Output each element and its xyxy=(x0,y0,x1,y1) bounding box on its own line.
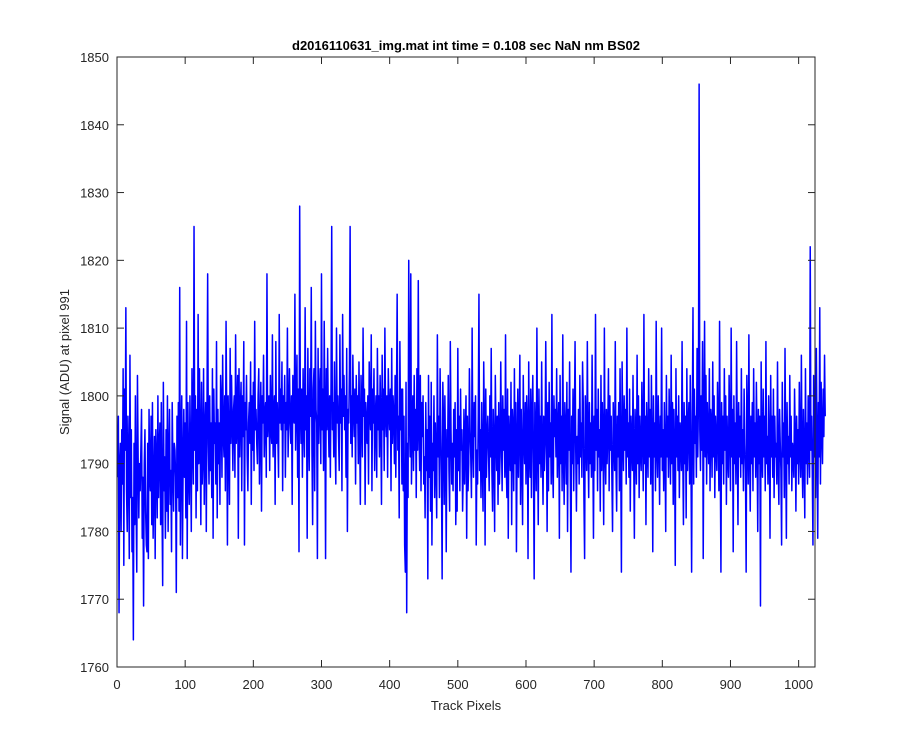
x-axis-label: Track Pixels xyxy=(431,698,502,713)
y-tick-label: 1760 xyxy=(80,660,109,675)
y-tick-label: 1790 xyxy=(80,457,109,472)
y-tick-label: 1820 xyxy=(80,253,109,268)
series-layer xyxy=(116,83,826,641)
y-tick-label: 1780 xyxy=(80,524,109,539)
tick-layer: 0 100 200 300 400 500 600 700 800 900 1000 1760 1770… xyxy=(80,50,815,692)
x-tick-label: 500 xyxy=(447,677,469,692)
series-line xyxy=(116,83,826,641)
y-tick-label: 1850 xyxy=(80,50,109,65)
x-tick-label: 600 xyxy=(515,677,537,692)
y-tick-label: 1840 xyxy=(80,118,109,133)
y-axis-label: Signal (ADU) at pixel 991 xyxy=(57,289,72,435)
x-tick-label: 100 xyxy=(174,677,196,692)
plot-area xyxy=(117,57,815,667)
x-tick-label: 0 xyxy=(113,677,120,692)
y-tick-label: 1830 xyxy=(80,186,109,201)
x-tick-label: 1000 xyxy=(784,677,813,692)
x-tick-label: 700 xyxy=(583,677,605,692)
x-tick-label: 200 xyxy=(242,677,264,692)
x-tick-label: 800 xyxy=(651,677,673,692)
y-tick-label: 1770 xyxy=(80,592,109,607)
y-tick-label: 1800 xyxy=(80,389,109,404)
x-tick-label: 900 xyxy=(720,677,742,692)
x-tick-label: 400 xyxy=(379,677,401,692)
axes-box xyxy=(116,56,816,668)
x-tick-label: 300 xyxy=(311,677,333,692)
chart-title: d2016110631_img.mat int time = 0.108 sec… xyxy=(292,38,640,53)
y-tick-label: 1810 xyxy=(80,321,109,336)
